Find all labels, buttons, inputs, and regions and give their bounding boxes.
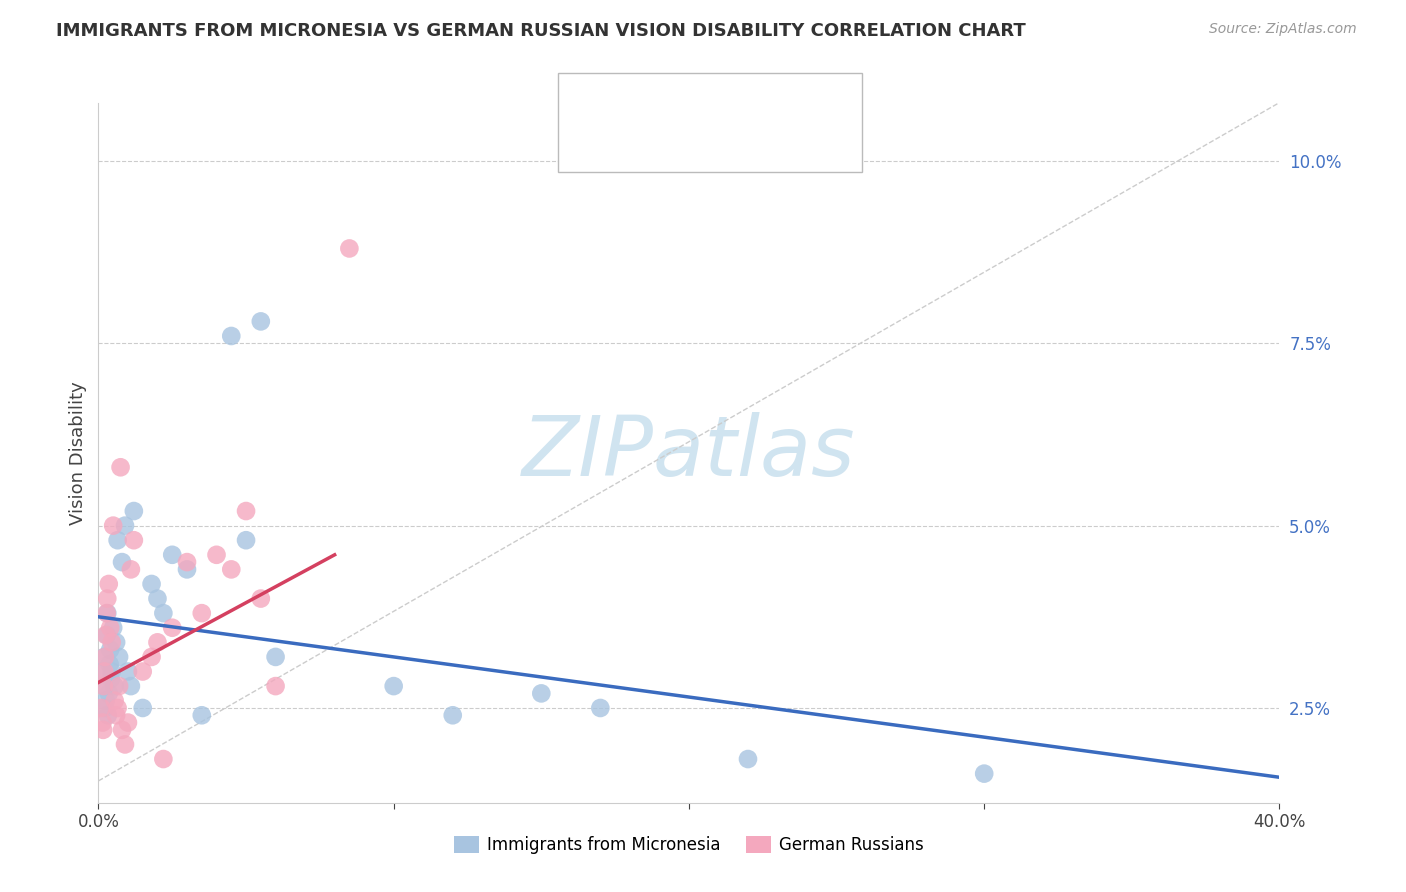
Point [221,562,243,576]
Point [104,679,127,693]
Point [117,715,139,730]
Point [146,591,169,606]
Point [107,701,129,715]
Point [93,649,115,664]
Point [96,606,118,620]
Point [94,628,117,642]
Point [737,752,759,766]
Point [100,635,122,649]
Point [339,242,361,256]
Text: 36: 36 [803,139,824,153]
Point [90,701,112,715]
Point [176,555,198,569]
Text: Source: ZipAtlas.com: Source: ZipAtlas.com [1209,22,1357,37]
Text: -0.200: -0.200 [664,92,718,106]
Text: ZIPatlas: ZIPatlas [522,412,856,493]
Point [162,548,183,562]
Point [530,686,553,700]
Text: R =: R = [617,92,651,106]
Point [132,701,155,715]
Point [111,723,134,737]
Point [108,649,131,664]
Point [250,314,273,328]
Point [91,723,114,737]
Point [104,694,127,708]
Text: 0.283: 0.283 [664,139,717,153]
Y-axis label: Vision Disability: Vision Disability [69,381,87,524]
Point [191,708,214,723]
Point [94,649,117,664]
Text: R =: R = [617,139,651,153]
Point [205,548,228,562]
Point [107,533,129,548]
Point [108,679,131,693]
FancyBboxPatch shape [558,73,862,172]
Point [91,665,114,679]
Text: IMMIGRANTS FROM MICRONESIA VS GERMAN RUSSIAN VISION DISABILITY CORRELATION CHART: IMMIGRANTS FROM MICRONESIA VS GERMAN RUS… [56,22,1026,40]
Text: N =: N = [756,92,790,106]
Point [93,679,115,693]
Point [110,460,132,475]
Point [117,665,139,679]
Legend: Immigrants from Micronesia, German Russians: Immigrants from Micronesia, German Russi… [447,830,931,861]
Point [105,635,128,649]
Point [105,708,128,723]
Point [96,606,118,620]
Point [98,642,121,657]
Point [235,533,257,548]
Point [91,715,114,730]
Point [96,628,118,642]
Point [122,533,145,548]
Point [162,621,183,635]
Point [100,672,122,686]
FancyBboxPatch shape [568,131,605,161]
Point [94,701,117,715]
Point [97,577,120,591]
Point [235,504,257,518]
Point [152,606,174,620]
Point [100,665,122,679]
Point [152,752,174,766]
Point [114,738,136,752]
Point [250,591,273,606]
Point [141,577,163,591]
Point [973,766,995,780]
Text: 40: 40 [803,92,824,106]
Point [122,504,145,518]
Point [103,621,125,635]
Point [382,679,405,693]
Point [441,708,464,723]
Point [264,649,287,664]
Point [103,518,125,533]
Point [120,562,142,576]
Point [132,665,155,679]
Point [93,679,115,693]
Point [141,649,163,664]
Text: N =: N = [756,139,790,153]
Point [111,555,134,569]
Point [120,679,142,693]
Point [589,701,612,715]
Point [97,708,120,723]
Point [264,679,287,693]
Point [98,657,121,672]
Point [114,518,136,533]
Point [96,591,118,606]
Point [93,665,115,679]
Point [98,621,121,635]
Point [176,562,198,576]
FancyBboxPatch shape [568,84,605,114]
Point [146,635,169,649]
Point [97,686,120,700]
Point [221,329,243,343]
Point [94,694,117,708]
Point [191,606,214,620]
